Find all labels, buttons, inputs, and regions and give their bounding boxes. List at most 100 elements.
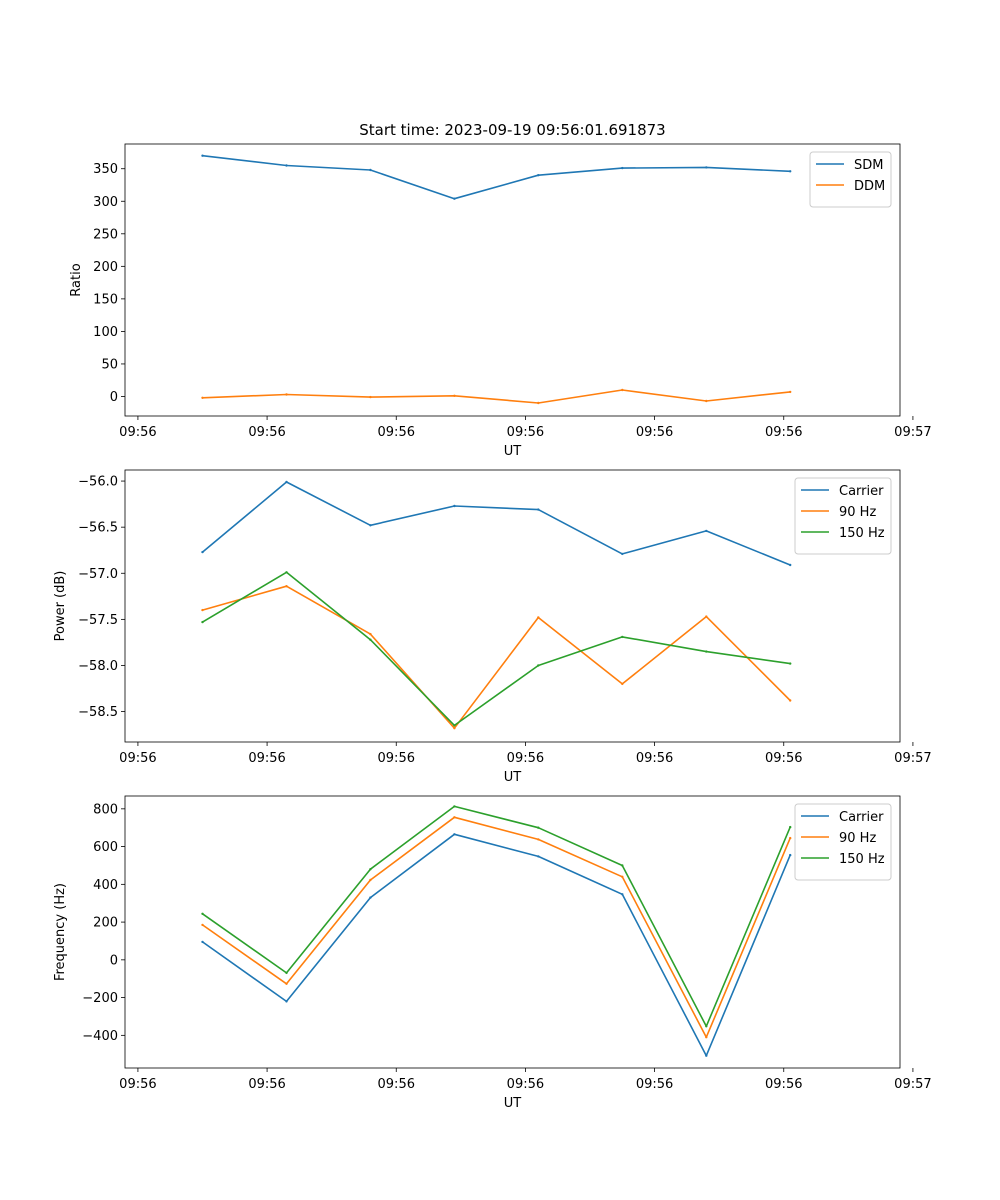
data-point [285, 585, 288, 588]
data-point [453, 504, 456, 508]
data-point [705, 399, 708, 403]
legend: SDM DDM [809, 151, 892, 208]
y-tick-label: −58.5 [78, 705, 118, 720]
data-point [789, 662, 792, 665]
legend-box [794, 477, 892, 555]
data-point [285, 480, 288, 484]
y-tick-label: −58.0 [78, 659, 118, 674]
data-point [201, 912, 204, 915]
legend-entry: Carrier [839, 484, 884, 499]
y-tick-label: −57.5 [78, 613, 118, 628]
data-point [537, 508, 540, 511]
data-point [705, 1054, 708, 1057]
y-axis-label: Frequency (Hz) [53, 883, 68, 981]
data-point [453, 197, 456, 200]
data-point [453, 394, 456, 397]
x-tick-label: 09:56 [248, 1077, 285, 1092]
x-tick-label: 09:56 [119, 425, 156, 440]
series-line-150-hz [202, 805, 791, 1028]
subplot-3: 09:56 09:56 09:56 09:56 09:56 09:56 09:57 −400 −… [53, 795, 932, 1111]
data-point [537, 616, 540, 619]
data-point [705, 166, 708, 169]
axes-frame [124, 795, 901, 1069]
y-tick-label: −56.0 [78, 475, 118, 490]
data-point [537, 664, 540, 667]
data-point [705, 1025, 708, 1028]
data-point [789, 853, 792, 857]
x-tick-label: 09:56 [765, 751, 802, 766]
x-axis-label: UT [504, 1096, 522, 1111]
data-point [201, 154, 204, 157]
data-point [789, 170, 792, 173]
y-tick-label: 0 [110, 390, 118, 405]
y-tick-label: −57.0 [78, 567, 118, 582]
y-tick-label: 350 [93, 162, 118, 177]
data-point [201, 923, 204, 927]
y-tick-label: 600 [93, 840, 118, 855]
y-tick-label: −200 [82, 991, 118, 1006]
series-line-90-hz [202, 585, 791, 730]
data-point [621, 864, 624, 867]
x-tick-label: 09:56 [507, 425, 544, 440]
legend-entry: SDM [854, 158, 883, 173]
data-point [285, 164, 288, 167]
data-point [453, 833, 456, 836]
data-point [369, 896, 372, 899]
data-point [369, 524, 372, 527]
legend-entry: 150 Hz [839, 852, 885, 867]
data-point [453, 816, 456, 819]
series-line-carrier [202, 833, 791, 1057]
data-point [285, 571, 288, 574]
data-point [705, 529, 708, 533]
data-point [453, 724, 456, 727]
data-point [369, 638, 372, 641]
legend: Carrier 90 Hz 150 Hz [794, 477, 892, 555]
y-tick-label: 250 [93, 227, 118, 242]
x-tick-label: 09:56 [765, 425, 802, 440]
y-tick-label: 50 [101, 357, 118, 372]
chart-title: Start time: 2023-09-19 09:56:01.691873 [359, 121, 665, 139]
subplot-2: 09:56 09:56 09:56 09:56 09:56 09:56 09:57 −58.5… [53, 469, 932, 785]
subplot-1: 09:56 09:56 09:56 09:56 09:56 09:56 09:57 0 50 10… [69, 121, 932, 459]
data-point [369, 878, 372, 882]
data-point [621, 635, 624, 639]
data-point [621, 875, 624, 878]
axes-frame [124, 469, 901, 743]
series-line-ddm [202, 389, 791, 404]
data-point [621, 552, 624, 556]
data-point [453, 805, 456, 808]
legend: Carrier 90 Hz 150 Hz [794, 803, 892, 881]
data-point [621, 388, 624, 392]
data-point [705, 1036, 708, 1039]
y-tick-label: 200 [93, 916, 118, 931]
x-tick-label: 09:57 [894, 425, 931, 440]
data-point [621, 682, 624, 686]
data-point [537, 401, 540, 405]
legend-box [794, 803, 892, 881]
data-point [705, 650, 708, 653]
legend-entry: 90 Hz [839, 831, 876, 846]
data-point [285, 982, 288, 985]
legend-box [809, 151, 892, 208]
data-point [789, 563, 792, 567]
x-tick-label: 09:56 [765, 1077, 802, 1092]
axes-frame [124, 143, 901, 417]
x-tick-label: 09:56 [507, 751, 544, 766]
data-point [453, 727, 456, 730]
data-point [369, 395, 372, 399]
data-point [705, 615, 708, 618]
x-tick-label: 09:56 [119, 1077, 156, 1092]
data-point [369, 632, 372, 636]
data-point [285, 971, 288, 975]
data-point [201, 608, 204, 612]
series-line-90-hz [202, 816, 791, 1038]
y-tick-label: 400 [93, 878, 118, 893]
x-tick-label: 09:57 [894, 1077, 931, 1092]
y-tick-label: 800 [93, 802, 118, 817]
data-point [369, 868, 372, 871]
data-point [369, 168, 372, 172]
x-tick-label: 09:56 [378, 1077, 415, 1092]
x-tick-label: 09:56 [119, 751, 156, 766]
data-point [537, 838, 540, 841]
x-tick-label: 09:57 [894, 751, 931, 766]
